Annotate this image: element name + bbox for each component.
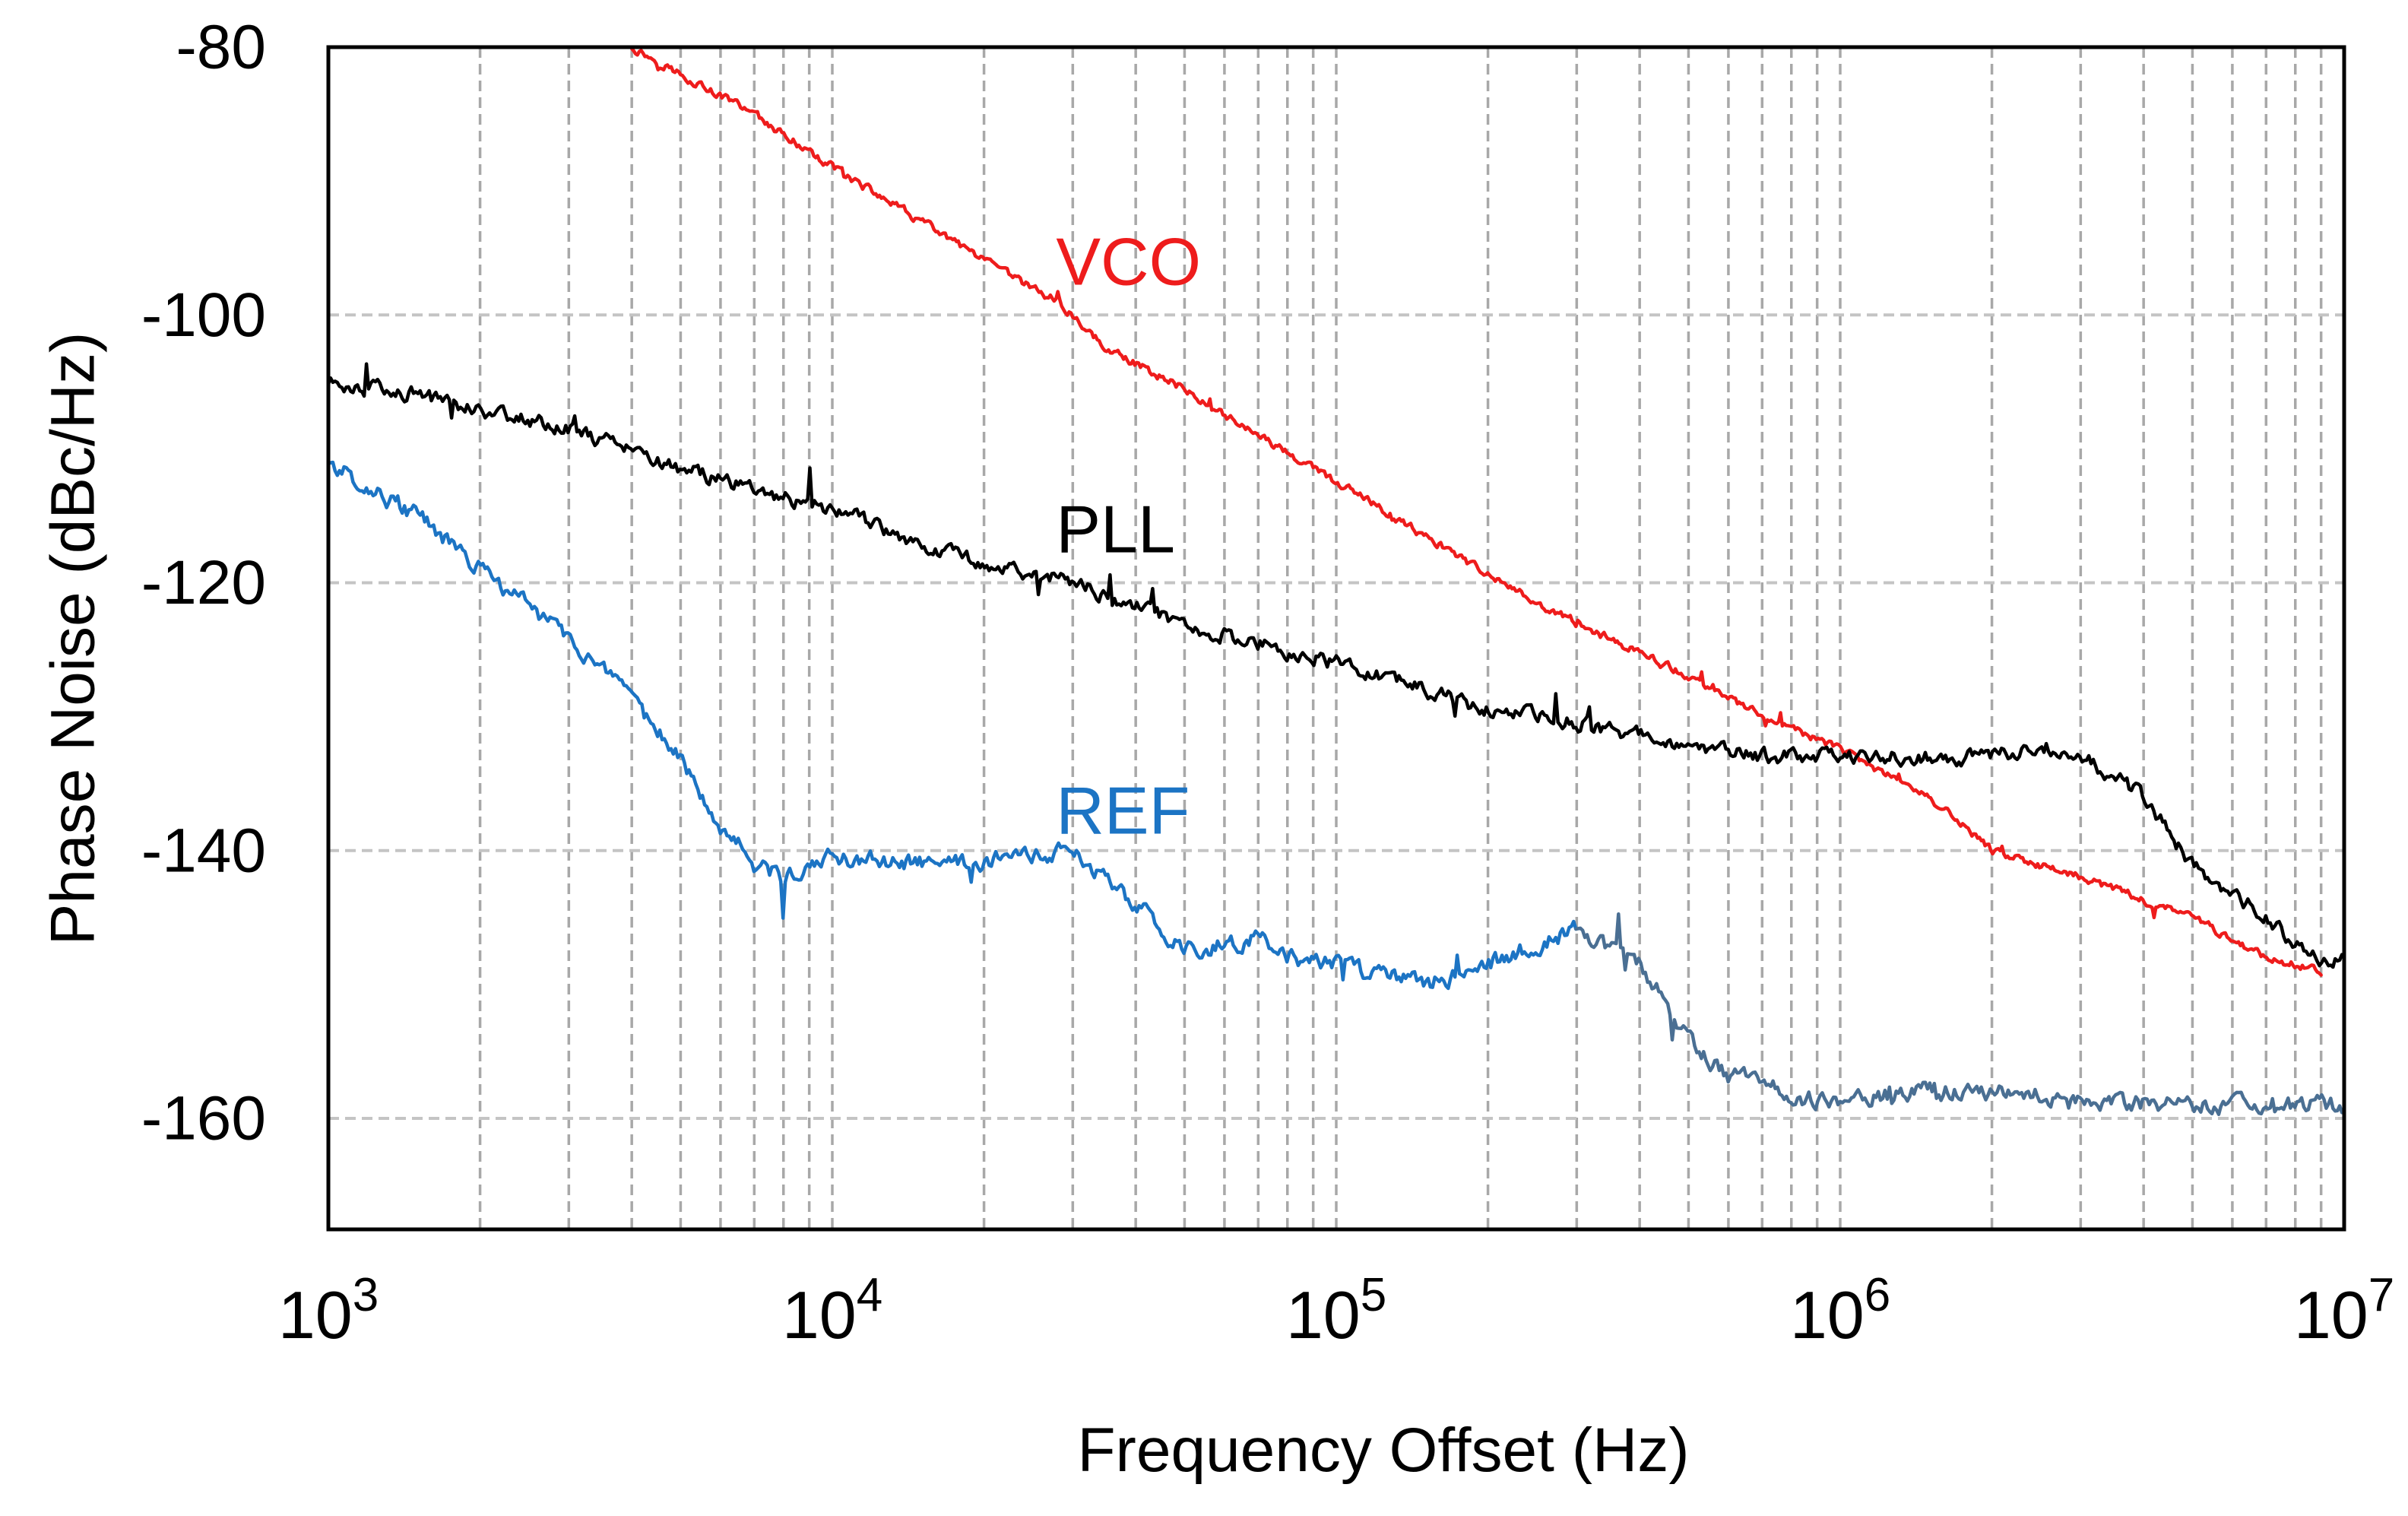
x-tick-label: 106 — [1790, 1269, 1890, 1353]
series-line-ref — [326, 460, 1578, 991]
series-group — [326, 46, 2346, 1116]
y-tick-label: -120 — [141, 548, 266, 617]
x-tick-exponent: 3 — [353, 1269, 379, 1321]
y-tick-label: -100 — [141, 281, 266, 350]
x-tick-base: 10 — [1790, 1277, 1865, 1353]
x-tick-label: 105 — [1286, 1269, 1386, 1353]
x-axis-title: Frequency Offset (Hz) — [1077, 1416, 1689, 1485]
y-tick-label: -160 — [141, 1084, 266, 1153]
series-line-ref-tail — [1574, 912, 2346, 1116]
x-tick-exponent: 5 — [1361, 1269, 1386, 1321]
y-tick-labels: -80 -100 -120 -140 -160 — [141, 13, 266, 1153]
series-labels: VCO PLL REF — [1056, 224, 1201, 848]
x-tick-base: 10 — [782, 1277, 857, 1353]
y-tick-label: -80 — [176, 13, 266, 82]
plot-frame — [326, 45, 2346, 1232]
grid — [328, 47, 2344, 1229]
y-tick-label: -140 — [141, 816, 266, 885]
series-line-pll — [326, 362, 2346, 969]
x-tick-label: 107 — [2294, 1269, 2394, 1353]
x-tick-exponent: 6 — [1865, 1269, 1890, 1321]
series-line-vco — [629, 46, 2323, 977]
series-label-ref: REF — [1056, 772, 1190, 848]
x-tick-base: 10 — [2294, 1277, 2368, 1353]
x-tick-base: 10 — [1286, 1277, 1361, 1353]
x-tick-label: 103 — [278, 1269, 379, 1353]
x-tick-exponent: 7 — [2368, 1269, 2394, 1321]
series-label-pll: PLL — [1056, 492, 1175, 567]
x-tick-label: 104 — [782, 1269, 882, 1353]
x-tick-labels: 103 104 105 106 107 — [278, 1269, 2394, 1353]
y-axis-title: Phase Noise (dBc/Hz) — [39, 332, 108, 946]
x-tick-base: 10 — [278, 1277, 353, 1353]
series-label-vco: VCO — [1056, 224, 1201, 299]
x-tick-exponent: 4 — [857, 1269, 882, 1321]
